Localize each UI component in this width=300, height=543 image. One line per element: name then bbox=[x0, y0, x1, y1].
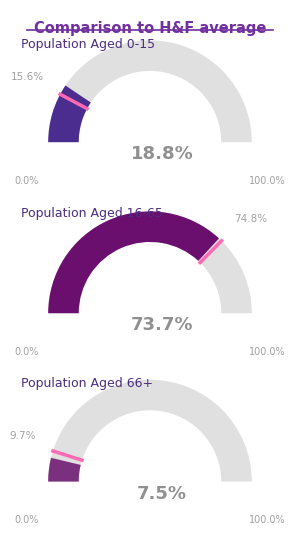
Text: 73.7%: 73.7% bbox=[131, 317, 194, 334]
Text: Population Aged 0-15: Population Aged 0-15 bbox=[21, 38, 155, 51]
Text: 0.0%: 0.0% bbox=[15, 347, 39, 357]
Wedge shape bbox=[48, 211, 219, 313]
Text: 100.0%: 100.0% bbox=[249, 176, 285, 186]
Text: 9.7%: 9.7% bbox=[9, 432, 35, 441]
Wedge shape bbox=[48, 85, 91, 142]
Text: 100.0%: 100.0% bbox=[249, 515, 285, 525]
Wedge shape bbox=[48, 458, 81, 482]
Text: 100.0%: 100.0% bbox=[249, 347, 285, 357]
Text: 18.8%: 18.8% bbox=[131, 146, 194, 163]
Text: Comparison to H&F average: Comparison to H&F average bbox=[34, 21, 266, 36]
Wedge shape bbox=[48, 40, 252, 142]
Text: Population Aged 66+: Population Aged 66+ bbox=[21, 377, 153, 390]
Wedge shape bbox=[48, 211, 252, 313]
Text: 15.6%: 15.6% bbox=[11, 72, 44, 81]
Text: 0.0%: 0.0% bbox=[15, 176, 39, 186]
Text: 74.8%: 74.8% bbox=[234, 214, 268, 224]
Text: Population Aged 16-65: Population Aged 16-65 bbox=[21, 207, 163, 220]
Text: 0.0%: 0.0% bbox=[15, 515, 39, 525]
Text: 7.5%: 7.5% bbox=[137, 485, 187, 503]
Wedge shape bbox=[48, 380, 252, 482]
